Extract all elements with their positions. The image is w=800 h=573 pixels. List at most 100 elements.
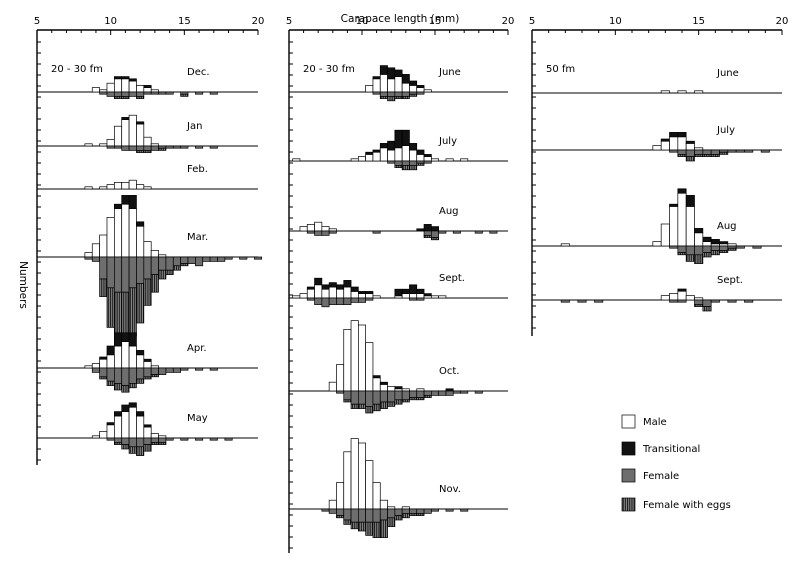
- male-bar: [677, 136, 687, 151]
- female-bar: [336, 390, 345, 394]
- female-bar: [121, 145, 130, 151]
- female-with-eggs-bar: [694, 254, 704, 264]
- transitional-bar: [394, 386, 403, 390]
- female-with-eggs-bar: [165, 269, 174, 275]
- transitional-bar: [401, 129, 410, 146]
- female-bar: [379, 91, 388, 97]
- female-bar: [409, 297, 418, 301]
- male-bar: [143, 186, 152, 190]
- female-bar: [106, 367, 115, 382]
- male-bar: [128, 179, 137, 190]
- female-with-eggs-bar: [372, 403, 381, 412]
- female-bar: [365, 508, 374, 523]
- male-bar: [292, 158, 301, 162]
- female-with-eggs-bar: [401, 399, 410, 403]
- female-bar: [744, 149, 754, 153]
- month-histogram: Aug: [532, 188, 782, 264]
- x-axis-title: Carapace length (mm): [341, 13, 460, 25]
- female-bar: [677, 299, 687, 303]
- male-bar: [350, 291, 359, 299]
- female-bar: [416, 297, 425, 301]
- female-bar: [445, 390, 454, 396]
- male-bar: [121, 78, 130, 93]
- y-axis-title: Numbers: [17, 261, 29, 309]
- male-bar: [136, 225, 145, 258]
- female-bar: [136, 145, 145, 151]
- female-bar: [306, 230, 315, 234]
- female-bar: [128, 367, 137, 384]
- female-bar: [314, 297, 323, 305]
- female-bar: [106, 256, 115, 289]
- female-bar: [128, 256, 137, 289]
- female-bar: [180, 145, 189, 149]
- female-with-eggs-bar: [694, 304, 704, 307]
- male-bar: [321, 226, 330, 232]
- male-bar: [128, 406, 137, 439]
- transitional-bar: [401, 74, 410, 84]
- female-with-eggs-bar: [702, 252, 712, 258]
- transitional-bar: [121, 332, 130, 342]
- month-label: June: [716, 68, 739, 79]
- transitional-bar: [128, 402, 137, 408]
- male-bar: [91, 363, 100, 369]
- female-with-eggs-bar: [158, 442, 167, 445]
- female-bar: [350, 390, 359, 405]
- male-bar: [136, 123, 145, 147]
- x-tick-label: 10: [356, 16, 369, 27]
- transitional-bar: [669, 132, 679, 138]
- female-with-eggs-bar: [143, 376, 152, 380]
- female-bar: [372, 91, 381, 95]
- female-bar: [209, 367, 218, 371]
- male-bar: [669, 136, 679, 151]
- female-bar: [702, 149, 712, 155]
- month-label: Aug: [439, 206, 459, 217]
- month-label: Jan: [186, 121, 202, 132]
- female-bar: [685, 245, 695, 256]
- male-bar: [677, 290, 687, 301]
- female-with-eggs-bar: [121, 444, 130, 450]
- female-bar: [387, 160, 396, 164]
- male-bar: [365, 154, 374, 162]
- female-bar: [416, 91, 425, 95]
- female-with-eggs-bar: [727, 247, 737, 251]
- month-histogram: Oct.: [289, 320, 508, 414]
- female-bar: [321, 297, 330, 308]
- female-bar: [128, 91, 137, 97]
- panel-left: 5 10 15 20 20 - 30 fm Dec. Jan Feb. Mar. Apr. May: [34, 16, 264, 465]
- transitional-bar: [423, 293, 432, 297]
- female-with-eggs-bar: [379, 96, 388, 99]
- male-bar: [113, 78, 123, 93]
- female-bar: [253, 256, 263, 260]
- male-bar: [113, 208, 123, 258]
- male-bar: [652, 241, 662, 247]
- female-with-eggs-bar: [416, 513, 425, 516]
- transitional-bar: [106, 345, 115, 356]
- female-bar: [394, 160, 403, 166]
- female-bar: [195, 437, 204, 441]
- female-with-eggs-bar: [158, 147, 167, 151]
- male-bar: [136, 354, 145, 369]
- transitional-bar: [431, 226, 440, 232]
- female-with-eggs-bar: [409, 397, 418, 401]
- female-with-eggs-bar: [401, 513, 410, 519]
- female-bar: [358, 390, 367, 405]
- transitional-bar: [358, 291, 367, 294]
- female-bar: [224, 437, 233, 441]
- transitional-bar: [694, 228, 704, 234]
- male-bar: [685, 143, 695, 151]
- female-with-eggs-bar: [379, 401, 388, 409]
- male-bar: [143, 426, 152, 439]
- male-bar: [660, 140, 670, 151]
- depth-label: 20 - 30 fm: [51, 64, 103, 75]
- x-tick-label: 5: [529, 16, 535, 27]
- female-with-eggs-bar: [358, 521, 367, 532]
- female-bar: [460, 390, 469, 394]
- female-bar: [669, 149, 679, 153]
- month-label: Feb.: [187, 164, 208, 175]
- female-with-eggs-bar: [677, 154, 687, 157]
- female-bar: [710, 299, 720, 303]
- female-bar: [321, 230, 330, 236]
- female-with-eggs-bar: [416, 162, 425, 166]
- female-with-eggs-bar: [180, 93, 189, 97]
- female-bar: [187, 256, 196, 264]
